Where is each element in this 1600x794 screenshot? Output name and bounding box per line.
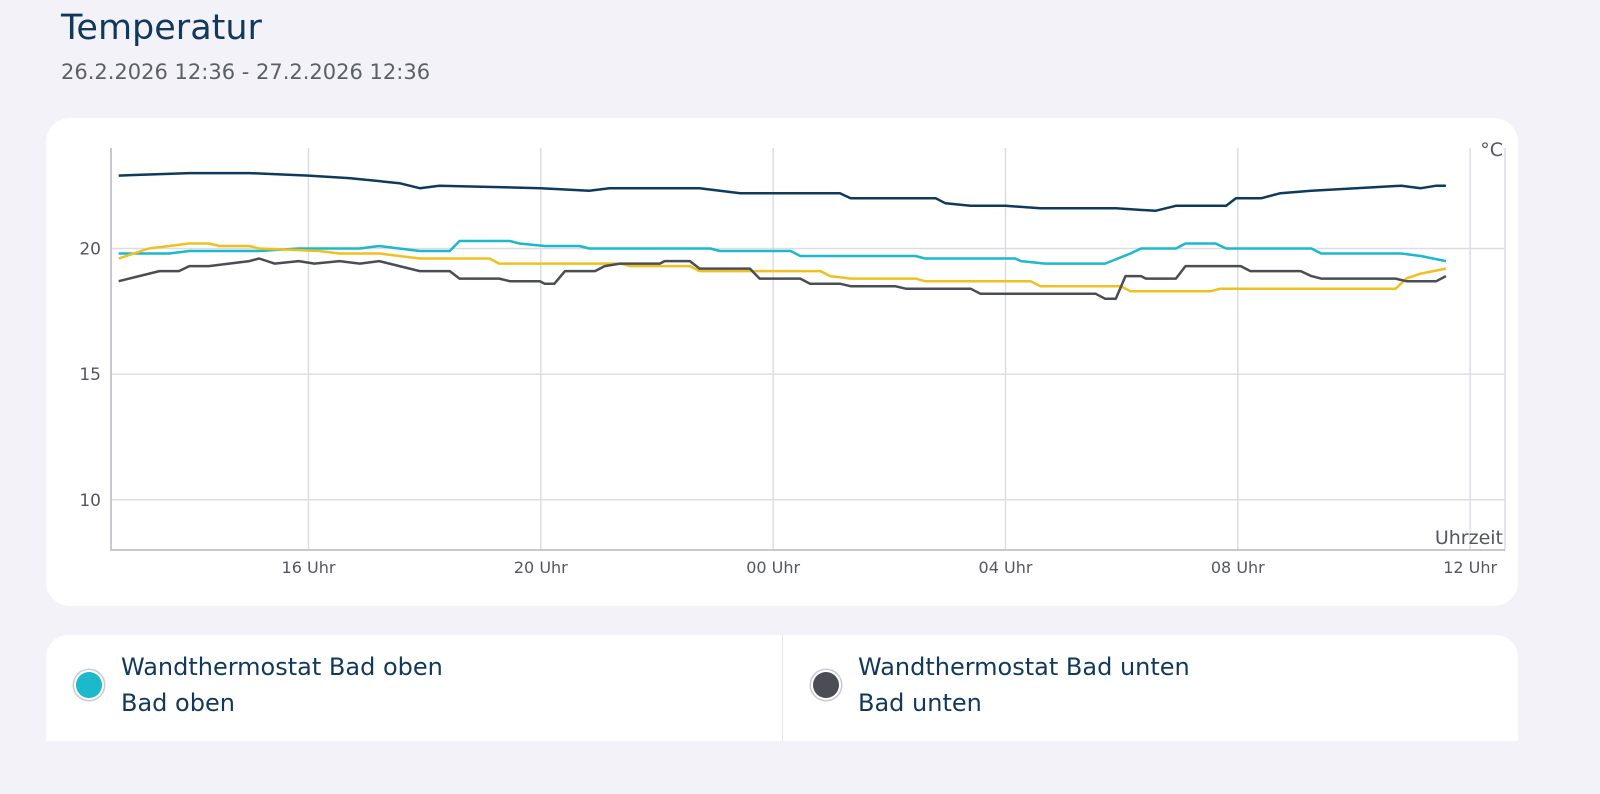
x-tick-label: 20 Uhr	[514, 558, 568, 577]
y-tick-label: 20	[79, 240, 101, 260]
series-color-dot	[76, 672, 102, 698]
chart-card	[46, 118, 1518, 606]
time-range: 26.2.2026 12:36 - 27.2.2026 12:36	[61, 60, 431, 84]
series-color-dot	[813, 672, 839, 698]
legend-room-name: Bad oben	[121, 689, 235, 717]
legend-room-name: Bad unten	[858, 689, 982, 717]
legend-device-name: Wandthermostat Bad unten	[858, 653, 1190, 681]
x-tick-label: 12 Uhr	[1443, 558, 1497, 577]
x-tick-label: 08 Uhr	[1211, 558, 1265, 577]
x-tick-label: 00 Uhr	[746, 558, 800, 577]
legend-item-bad-unten[interactable]: Wandthermostat Bad unten Bad unten	[783, 635, 1519, 741]
y-axis-unit: °C	[1480, 139, 1503, 161]
series-line-0	[118, 171, 1446, 213]
legend-item-bad-oben[interactable]: Wandthermostat Bad oben Bad oben	[46, 635, 782, 741]
legend: Wandthermostat Bad oben Bad oben Wandthe…	[46, 635, 1518, 741]
x-tick-label: 16 Uhr	[282, 558, 336, 577]
series-line-3	[118, 257, 1447, 301]
y-tick-label: 15	[79, 365, 101, 385]
x-tick-label: 04 Uhr	[979, 558, 1033, 577]
y-tick-label: 10	[79, 491, 101, 511]
page-title: Temperatur	[61, 8, 262, 48]
x-axis-label: Uhrzeit	[1435, 527, 1503, 549]
series-line-2	[118, 242, 1447, 293]
series-line-1	[118, 239, 1447, 265]
legend-divider	[782, 635, 783, 741]
legend-device-name: Wandthermostat Bad oben	[121, 653, 443, 681]
